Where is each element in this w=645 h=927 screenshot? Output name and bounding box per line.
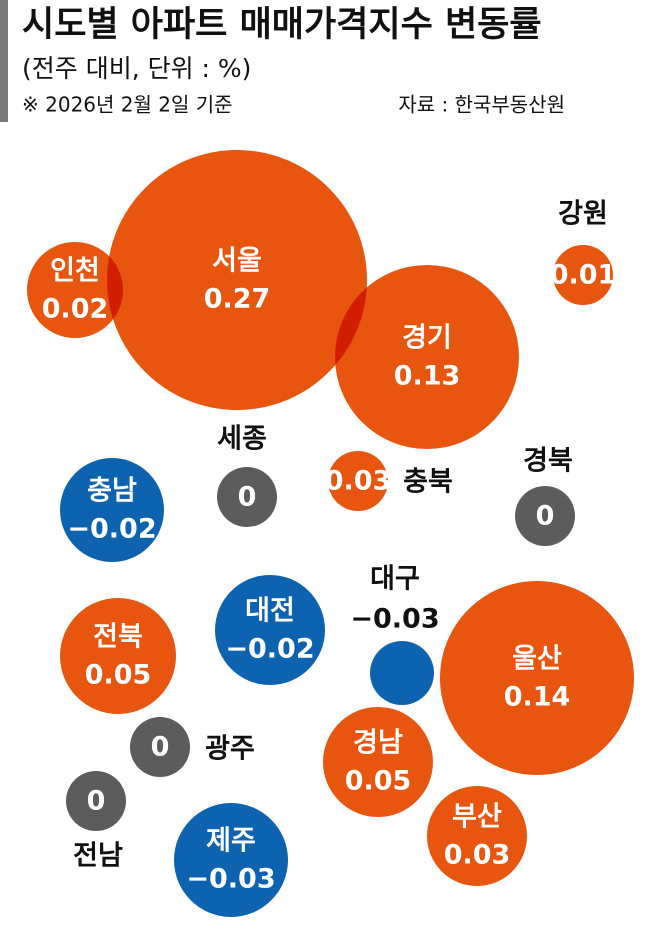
- bubble: [328, 451, 388, 511]
- bubble: [66, 771, 126, 831]
- value-label: 0: [87, 786, 106, 817]
- value-label: 0.14: [504, 682, 571, 713]
- chart-title: 시도별 아파트 매매가격지수 변동률: [22, 5, 542, 45]
- bubble: [427, 786, 527, 886]
- value-label: 0.05: [85, 660, 152, 691]
- region-name: 대구: [370, 564, 420, 595]
- bubble: [217, 467, 277, 527]
- value-label: 0.03: [325, 466, 392, 497]
- bubble: [440, 581, 634, 775]
- bubble: [60, 598, 176, 714]
- region-name: 경북: [523, 446, 573, 477]
- subtitle: (전주 대비, 단위 : %): [22, 54, 251, 83]
- value-label: 0: [151, 732, 170, 763]
- bubble: [215, 575, 325, 685]
- region-name: 충북: [403, 467, 453, 498]
- region-name: 대전: [245, 596, 295, 627]
- bubble: [323, 707, 433, 817]
- region-name: 전북: [93, 622, 143, 653]
- note: ※ 2026년 2월 2일 기준: [22, 93, 233, 117]
- region-name: 강원: [558, 199, 608, 230]
- value-label: −0.03: [186, 864, 275, 895]
- region-name: 전남: [73, 841, 123, 872]
- region-name: 인천: [50, 256, 100, 287]
- value-label: 0.02: [42, 294, 109, 325]
- region-name: 제주: [206, 826, 256, 857]
- region-name: 서울: [212, 246, 262, 277]
- value-label: 0.01: [550, 260, 617, 291]
- region-name: 경남: [353, 728, 403, 759]
- source: 자료 : 한국부동산원: [398, 93, 565, 117]
- value-label: 0.05: [345, 766, 412, 797]
- labels: 서울 0.27 인천 0.02 경기 0.13 강원 0.01 세종 0 충북 0.03 경북 0 충남 −0…: [42, 199, 617, 895]
- bubble: [130, 717, 190, 777]
- bubble: [174, 803, 288, 917]
- value-label: −0.02: [225, 634, 314, 665]
- bubble: [370, 641, 434, 705]
- region-name: 경기: [402, 323, 452, 354]
- region-name: 울산: [512, 644, 562, 675]
- value-label: 0: [536, 501, 555, 532]
- bubble: [60, 458, 164, 562]
- value-label: 0.03: [444, 840, 511, 871]
- title-bar: [0, 0, 8, 122]
- bubbles: [27, 150, 634, 917]
- region-name: 세종: [217, 424, 267, 455]
- region-name: 충남: [87, 476, 137, 507]
- bubble: [335, 265, 519, 449]
- value-label: 0.27: [204, 284, 271, 315]
- region-name: 부산: [452, 802, 502, 833]
- value-label: 0: [238, 482, 257, 513]
- value-label: −0.03: [350, 604, 439, 635]
- region-name: 광주: [205, 734, 255, 765]
- bubble: [107, 150, 367, 410]
- bubble: [515, 486, 575, 546]
- value-label: 0.13: [394, 361, 461, 392]
- value-label: −0.02: [67, 514, 156, 545]
- bubble: [553, 245, 613, 305]
- bubble: [27, 242, 123, 338]
